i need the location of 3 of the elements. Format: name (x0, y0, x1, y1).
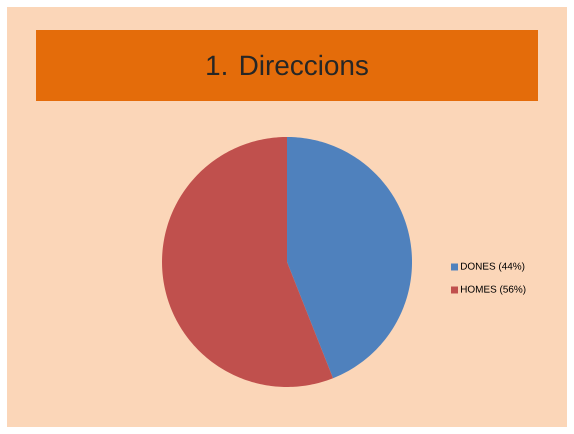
legend-label: DONES (44%) (461, 262, 524, 272)
legend-label: HOMES (56%) (461, 285, 526, 295)
chart-title: 1. Direccions (207, 54, 368, 76)
